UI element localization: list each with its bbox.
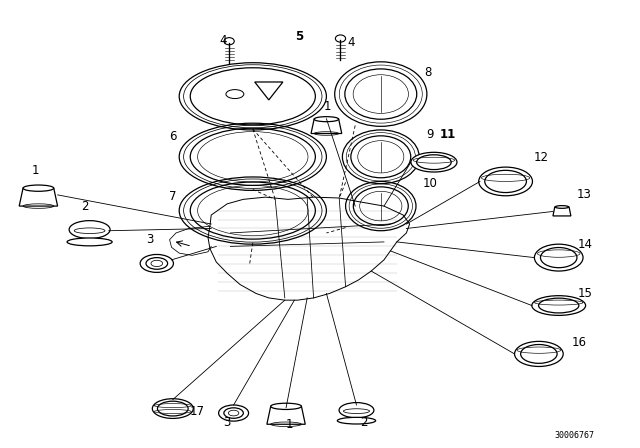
Circle shape (335, 35, 346, 42)
Text: 8: 8 (424, 66, 431, 79)
Text: 10: 10 (422, 177, 438, 190)
Text: 12: 12 (533, 151, 548, 164)
Ellipse shape (479, 167, 532, 196)
Text: 1: 1 (31, 164, 39, 177)
Text: 1: 1 (285, 418, 293, 431)
Ellipse shape (314, 116, 339, 122)
Text: 15: 15 (578, 287, 593, 300)
Ellipse shape (411, 152, 457, 172)
Ellipse shape (271, 403, 301, 409)
Text: 2: 2 (81, 199, 88, 213)
Text: 30006767: 30006767 (555, 431, 595, 440)
Text: 13: 13 (577, 188, 592, 202)
Text: 3: 3 (223, 415, 231, 429)
Circle shape (224, 38, 234, 45)
Text: 17: 17 (189, 405, 205, 418)
Text: 9: 9 (426, 128, 434, 141)
Ellipse shape (140, 254, 173, 272)
Text: 4: 4 (347, 35, 355, 49)
Text: 7: 7 (169, 190, 177, 203)
Text: 11: 11 (440, 128, 456, 141)
Text: 1: 1 (324, 100, 332, 113)
Ellipse shape (515, 341, 563, 366)
Ellipse shape (339, 403, 374, 418)
Ellipse shape (67, 238, 112, 246)
Text: 2: 2 (360, 415, 367, 429)
Ellipse shape (69, 221, 110, 238)
Ellipse shape (219, 405, 248, 421)
Polygon shape (19, 188, 58, 206)
Polygon shape (553, 207, 571, 216)
Text: 5: 5 (296, 30, 303, 43)
Ellipse shape (534, 244, 583, 271)
Ellipse shape (23, 185, 54, 191)
Polygon shape (311, 119, 342, 134)
Ellipse shape (532, 296, 586, 315)
Text: 16: 16 (572, 336, 587, 349)
Text: 4: 4 (219, 34, 227, 47)
Text: 3: 3 (146, 233, 154, 246)
Ellipse shape (152, 399, 193, 418)
Polygon shape (267, 406, 305, 424)
Ellipse shape (555, 206, 569, 208)
Text: 14: 14 (578, 237, 593, 251)
Ellipse shape (337, 418, 376, 424)
Text: 6: 6 (169, 130, 177, 143)
